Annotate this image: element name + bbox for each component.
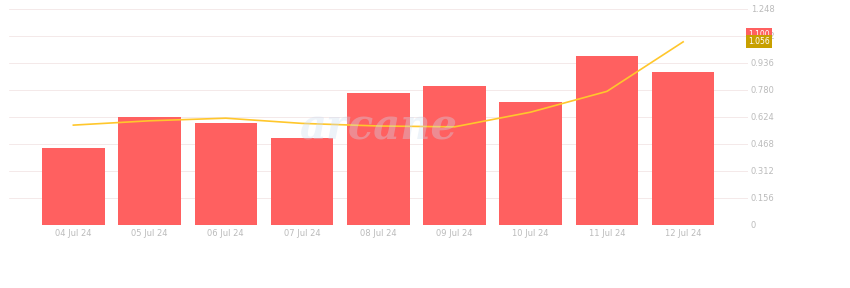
Bar: [118, 117, 181, 225]
Text: 1.100: 1.100: [748, 30, 769, 39]
Text: arcane: arcane: [299, 107, 457, 148]
Bar: [271, 138, 333, 225]
Bar: [423, 86, 485, 225]
Bar: [500, 102, 562, 225]
Bar: [652, 72, 714, 225]
Bar: [195, 123, 257, 225]
Bar: [42, 149, 105, 225]
Bar: [575, 56, 638, 225]
Text: 1.056: 1.056: [748, 37, 770, 46]
Bar: [347, 93, 410, 225]
